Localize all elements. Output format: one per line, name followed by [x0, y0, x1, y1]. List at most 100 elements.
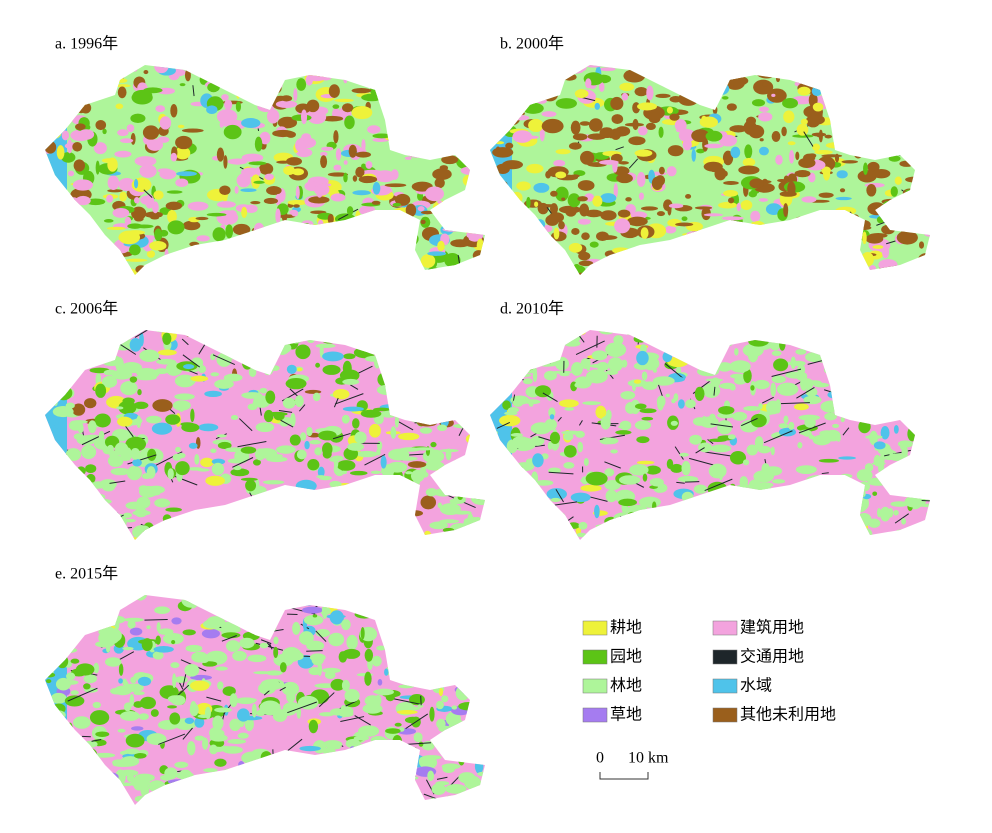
patch	[855, 363, 876, 367]
patch	[563, 462, 574, 469]
patch	[126, 713, 140, 719]
patch	[130, 376, 137, 382]
patch	[55, 780, 73, 784]
patch	[134, 216, 144, 221]
patch	[215, 667, 228, 671]
patch	[81, 84, 94, 88]
patch	[908, 393, 916, 397]
patch	[561, 197, 565, 200]
patch	[860, 340, 877, 346]
road	[834, 373, 841, 377]
patch	[595, 524, 615, 528]
patch	[789, 150, 794, 164]
water-edge	[45, 630, 67, 810]
patch	[401, 807, 416, 813]
patch	[473, 80, 488, 90]
patch	[371, 471, 381, 474]
patch	[423, 644, 438, 650]
patch	[692, 82, 708, 91]
patch	[152, 399, 172, 412]
patch	[300, 488, 312, 499]
patch	[210, 527, 221, 533]
road	[144, 619, 167, 620]
patch	[421, 472, 428, 478]
patch	[672, 534, 693, 543]
patch	[185, 69, 191, 81]
patch	[712, 527, 725, 533]
patch	[436, 82, 444, 95]
patch	[520, 214, 534, 222]
patch	[479, 180, 493, 185]
patch	[321, 147, 333, 151]
map-base	[45, 325, 490, 545]
patch	[653, 518, 662, 528]
patch	[879, 389, 892, 395]
patch	[293, 204, 300, 208]
patch	[890, 126, 899, 136]
patch	[295, 395, 304, 407]
patch	[485, 182, 502, 188]
patch	[853, 238, 857, 247]
patch	[455, 539, 465, 549]
patch	[505, 191, 509, 204]
patch	[220, 318, 240, 332]
patch	[743, 406, 760, 411]
patch	[872, 491, 877, 496]
patch	[920, 445, 942, 450]
patch	[605, 265, 615, 272]
patch	[115, 769, 126, 784]
patch	[860, 146, 880, 152]
patch	[668, 145, 684, 156]
patch	[410, 67, 418, 72]
patch	[407, 151, 428, 158]
patch	[771, 447, 775, 456]
patch	[895, 379, 900, 382]
patch	[121, 386, 126, 392]
patch	[338, 539, 350, 544]
patch	[245, 781, 265, 788]
patch	[564, 445, 577, 458]
patch	[604, 517, 618, 526]
patch	[823, 167, 830, 181]
patch	[631, 63, 650, 72]
patch	[694, 514, 706, 519]
patch	[215, 804, 231, 815]
legend-swatch	[713, 650, 737, 664]
patch	[381, 95, 400, 106]
patch	[349, 746, 356, 756]
road	[404, 632, 426, 634]
patch	[886, 99, 896, 103]
patch	[442, 120, 452, 135]
road	[641, 326, 648, 340]
patch	[710, 251, 715, 262]
patch	[833, 224, 841, 238]
patch	[493, 201, 498, 215]
patch	[326, 600, 339, 606]
patch	[131, 63, 138, 72]
patch	[690, 252, 698, 260]
patch	[245, 480, 256, 492]
patch	[263, 796, 269, 803]
patch	[685, 399, 696, 408]
patch	[176, 171, 197, 176]
patch	[88, 591, 108, 600]
patch	[398, 253, 409, 261]
patch	[206, 105, 217, 114]
patch	[878, 405, 895, 415]
patch	[888, 453, 909, 461]
patch	[377, 441, 382, 451]
patch	[256, 347, 264, 360]
patch	[557, 263, 575, 272]
patch	[327, 523, 342, 531]
patch	[86, 528, 107, 538]
patch	[74, 433, 84, 440]
patch	[796, 465, 817, 474]
patch	[836, 435, 841, 442]
patch	[400, 140, 420, 145]
patch	[50, 350, 66, 363]
patch	[316, 344, 336, 348]
patch	[299, 239, 319, 245]
patch	[851, 108, 862, 118]
patch	[759, 107, 769, 112]
patch	[241, 207, 247, 218]
